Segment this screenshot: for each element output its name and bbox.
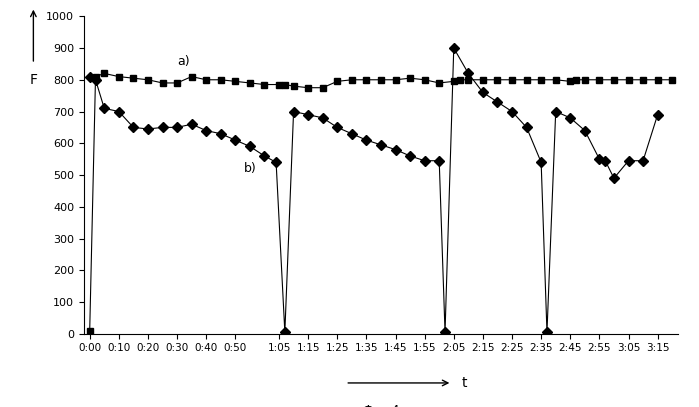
Text: b): b) — [244, 162, 257, 175]
Text: F: F — [29, 73, 37, 88]
Text: Фиг.4: Фиг.4 — [362, 404, 400, 407]
Text: a): a) — [177, 55, 189, 68]
Text: t: t — [461, 376, 467, 390]
